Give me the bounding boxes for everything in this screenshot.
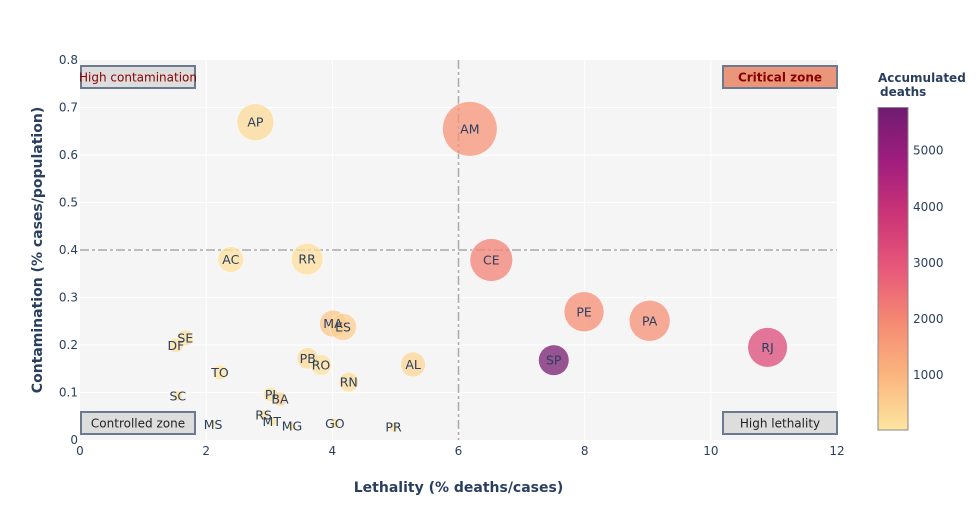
bubble-label-pr: PR xyxy=(385,420,402,435)
bubble-label-al: AL xyxy=(405,357,421,372)
bubble-label-go: GO xyxy=(325,416,345,431)
x-tick-label: 2 xyxy=(202,444,210,458)
x-tick-label: 12 xyxy=(829,444,844,458)
bubble-label-rs: RS xyxy=(255,407,272,422)
bubble-label-sp: SP xyxy=(546,353,562,368)
bubble-ac xyxy=(217,246,244,273)
bubble-label-ms: MS xyxy=(204,417,223,432)
y-tick-label: 0.2 xyxy=(59,338,78,352)
bubble-label-pe: PE xyxy=(576,304,592,319)
bubble-es xyxy=(329,313,357,341)
bubble-label-mt: MT xyxy=(263,414,282,429)
bubble-label-df: DF xyxy=(167,338,184,353)
bubble-label-pa: PA xyxy=(642,313,658,328)
bubble-to xyxy=(212,364,228,381)
y-tick-label: 0.4 xyxy=(59,243,78,257)
colorbar-tick-label: 2000 xyxy=(913,312,944,326)
bubble-rn xyxy=(338,371,359,393)
bubble-label-to: TO xyxy=(210,365,229,380)
colorbar-title-line1: Accumulated xyxy=(878,71,966,85)
x-tick-label: 0 xyxy=(76,444,84,458)
colorbar-tick-label: 3000 xyxy=(913,256,944,270)
annotation-bottom-right: High lethality xyxy=(722,411,838,435)
bubble-label-sc: SC xyxy=(169,388,186,403)
bubble-label-ro: RO xyxy=(312,357,331,372)
bubble-mg xyxy=(287,421,297,431)
bubble-ba xyxy=(272,391,288,407)
annotation-top-right: Critical zone xyxy=(722,65,838,89)
bubble-ms xyxy=(209,420,217,429)
bubble-label-rr: RR xyxy=(298,252,316,267)
bubble-label-mg: MG xyxy=(282,419,302,434)
colorbar-ticks: 1000 2000 3000 4000 5000 xyxy=(913,144,944,382)
y-tick-label: 0.8 xyxy=(59,53,78,67)
bubble-label-se: SE xyxy=(177,330,193,345)
y-tick-label: 0.3 xyxy=(59,291,78,305)
zone-annotations: High contamination Critical zone Controlle… xyxy=(79,65,838,435)
bubble-label-am: AM xyxy=(460,121,479,136)
bubble-pa xyxy=(628,300,671,342)
y-tick-label: 0 xyxy=(70,433,78,447)
bubble-pe xyxy=(563,291,605,332)
annotation-text: High lethality xyxy=(740,417,820,431)
bubble-al xyxy=(400,351,426,378)
y-tick-label: 0.5 xyxy=(59,196,78,210)
y-axis-ticks: 0 0.1 0.2 0.3 0.4 0.5 0.6 0.7 0.8 xyxy=(59,53,78,447)
annotation-text: High contamination xyxy=(79,71,197,85)
colorbar-tick-label: 1000 xyxy=(913,368,944,382)
bubble-go xyxy=(329,418,341,429)
y-tick-label: 0.6 xyxy=(59,148,78,162)
bubble-pr xyxy=(388,421,399,433)
bubble-ap xyxy=(236,103,275,142)
annotation-text: Critical zone xyxy=(738,71,822,85)
annotation-box xyxy=(722,411,838,435)
bubble-rs xyxy=(257,409,270,421)
bubble-label-rj: RJ xyxy=(761,340,773,355)
bubble-sc xyxy=(172,390,184,402)
x-tick-label: 4 xyxy=(329,444,337,458)
colorbar-tick-label: 5000 xyxy=(913,144,944,158)
x-tick-label: 10 xyxy=(703,444,718,458)
colorbar-tick-label: 4000 xyxy=(913,200,944,214)
colorbar-gradient xyxy=(877,107,909,431)
y-tick-label: 0.7 xyxy=(59,101,78,115)
annotation-text: Controlled zone xyxy=(91,417,185,431)
bubble-df xyxy=(168,337,184,354)
x-tick-label: 8 xyxy=(581,444,589,458)
bubble-label-ac: AC xyxy=(222,252,239,267)
bubble-am xyxy=(442,101,498,157)
annotation-top-left: High contamination xyxy=(79,65,197,89)
bubble-ce xyxy=(469,238,513,282)
bubble-rr xyxy=(290,242,324,276)
bubble-ro xyxy=(310,354,332,376)
reference-lines xyxy=(80,60,837,440)
bubble-label-pb: PB xyxy=(300,351,316,366)
bubble-label-ma: MA xyxy=(323,316,343,331)
bubble-label-ap: AP xyxy=(247,115,264,130)
x-tick-label: 6 xyxy=(455,444,463,458)
y-axis-title: Contamination (% cases/population) xyxy=(30,107,46,393)
annotation-box xyxy=(722,65,838,89)
colorbar: Accumulated deaths 1000 2000 3000 4000 5000 xyxy=(877,71,966,431)
colorbar-title-line2: deaths xyxy=(880,85,926,99)
annotation-box xyxy=(80,411,196,435)
bubble-label-es: ES xyxy=(335,319,351,334)
x-axis-ticks: 0 2 4 6 8 10 12 xyxy=(76,444,844,458)
bubble-sp xyxy=(538,344,570,376)
y-tick-label: 0.1 xyxy=(59,386,78,400)
bubble-rj xyxy=(747,327,788,368)
annotation-bottom-left: Controlled zone xyxy=(80,411,196,435)
bubble-label-ce: CE xyxy=(483,252,500,267)
bubble-mt xyxy=(266,416,277,427)
bubble-label-pi: PI xyxy=(265,387,276,402)
bubble-label-rn: RN xyxy=(340,375,358,390)
bubble-label-ba: BA xyxy=(271,392,289,407)
annotation-box xyxy=(80,65,196,89)
bubbles xyxy=(168,101,788,433)
x-axis-title: Lethality (% deaths/cases) xyxy=(354,480,564,496)
